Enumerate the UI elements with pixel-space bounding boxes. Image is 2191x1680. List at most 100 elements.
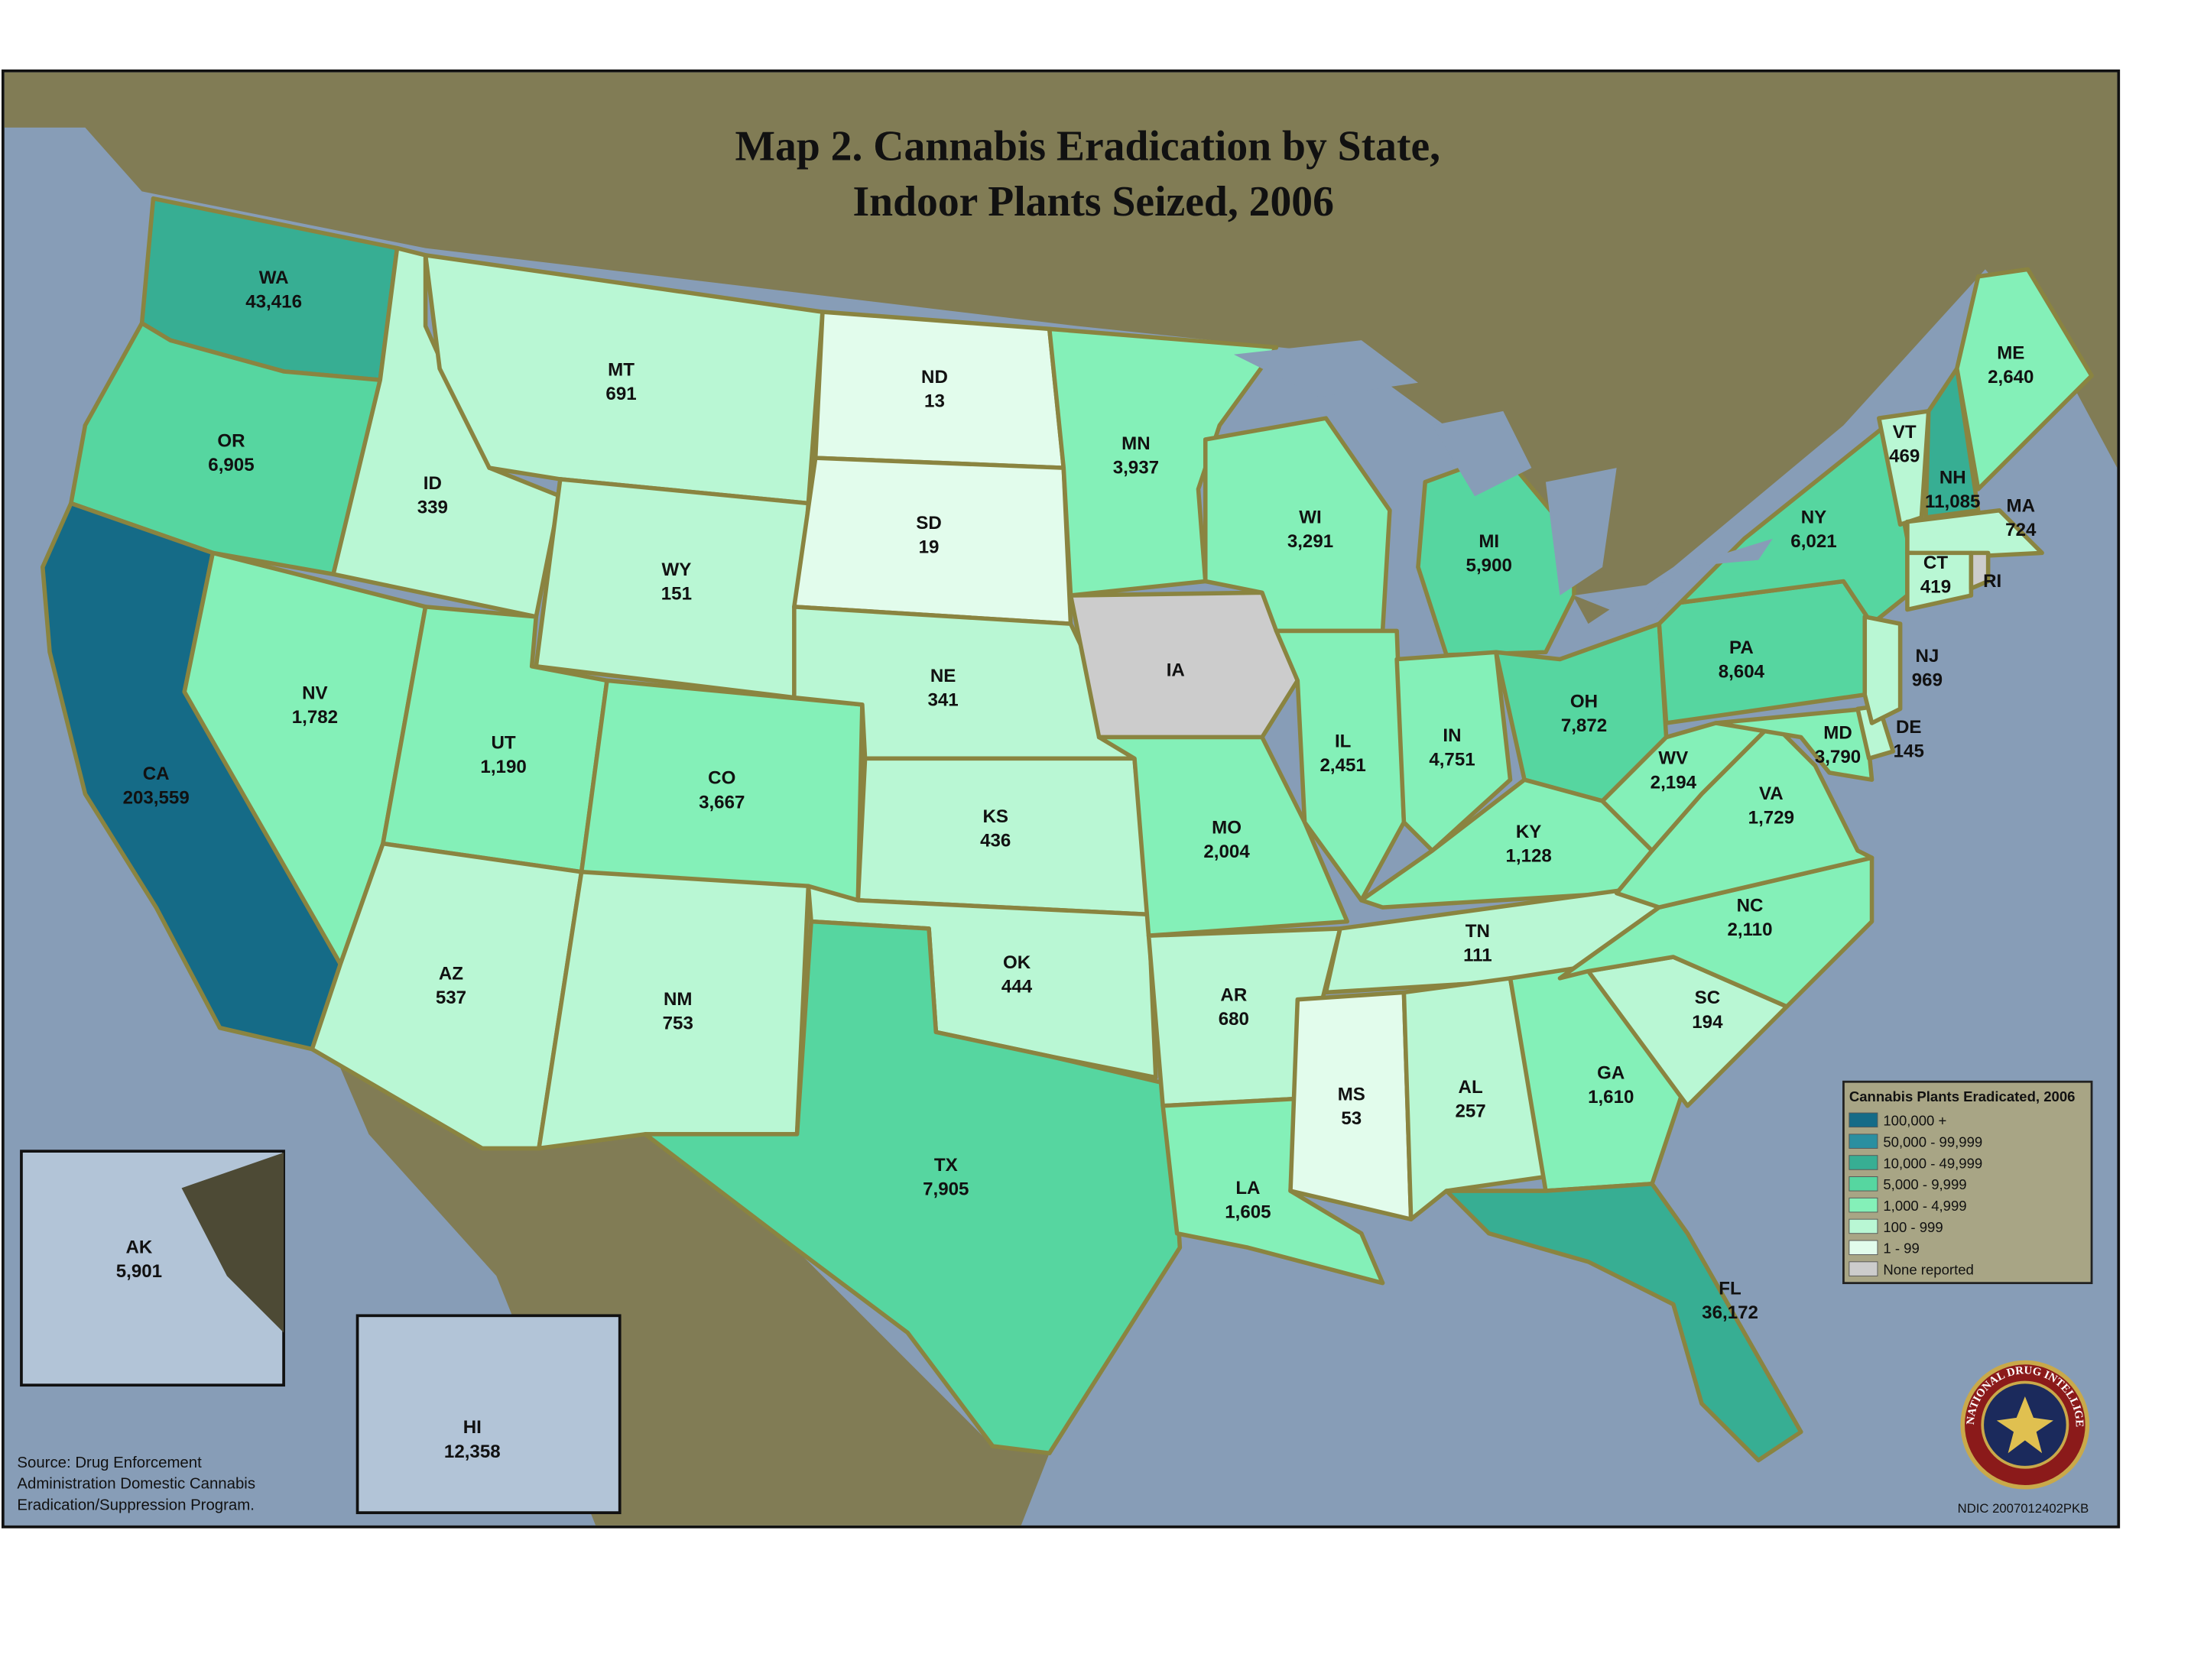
state-shape bbox=[1955, 267, 2094, 491]
state-abbr: ND bbox=[921, 367, 948, 388]
state-value: 1,782 bbox=[292, 707, 338, 728]
state-abbr: GA bbox=[1597, 1063, 1625, 1084]
legend-swatch bbox=[1849, 1240, 1878, 1256]
state-value: 3,790 bbox=[1815, 747, 1861, 767]
state-value: 339 bbox=[417, 497, 448, 517]
state-shape bbox=[1923, 366, 1981, 520]
state-shape bbox=[579, 678, 865, 903]
legend-swatch bbox=[1849, 1176, 1878, 1192]
legend bbox=[1842, 1080, 2093, 1285]
state-abbr: WI bbox=[1299, 507, 1321, 527]
state-value: 53 bbox=[1341, 1108, 1362, 1129]
state-value: 19 bbox=[919, 537, 940, 557]
state-abbr: IN bbox=[1443, 725, 1461, 746]
state-value: 12,358 bbox=[444, 1442, 501, 1462]
state-value: 151 bbox=[661, 584, 692, 605]
legend-label: 1,000 - 4,999 bbox=[1883, 1198, 1966, 1214]
state-value: 145 bbox=[1894, 741, 1924, 761]
source: Source: Drug Enforcement Administration D… bbox=[17, 1455, 255, 1514]
source-line: Eradication/Suppression Program. bbox=[17, 1497, 255, 1513]
states bbox=[40, 196, 2094, 1484]
state-shape bbox=[1394, 650, 1513, 853]
state-abbr: TX bbox=[934, 1155, 958, 1176]
legend-swatch bbox=[1849, 1155, 1878, 1170]
state-abbr: SD bbox=[916, 513, 942, 534]
state-abbr: DE bbox=[1896, 717, 1922, 738]
state-shape bbox=[1096, 735, 1350, 938]
seal-star bbox=[1996, 1396, 2053, 1454]
state-value: 36,172 bbox=[1702, 1302, 1758, 1323]
state-abbr: AZ bbox=[439, 964, 463, 984]
legend-items: Cannabis Plants Eradicated, 2006 100,000 … bbox=[1849, 1088, 2076, 1278]
state-value: 537 bbox=[436, 988, 466, 1008]
state-value: 5,900 bbox=[1466, 556, 1512, 576]
state-value: 6,905 bbox=[208, 455, 254, 475]
state-shape bbox=[1713, 706, 1875, 782]
state-value: 341 bbox=[927, 690, 958, 711]
state-abbr: MS bbox=[1338, 1084, 1365, 1104]
state-value: 469 bbox=[1889, 446, 1920, 467]
state-abbr: MT bbox=[608, 360, 635, 381]
state-value: 2,451 bbox=[1319, 755, 1365, 776]
state-value: 43,416 bbox=[245, 292, 302, 313]
state-abbr: NY bbox=[1801, 507, 1827, 527]
state-abbr: NE bbox=[930, 666, 956, 686]
state-abbr: MO bbox=[1212, 818, 1242, 838]
state-value: 680 bbox=[1219, 1009, 1249, 1030]
state-value: 1,190 bbox=[480, 757, 526, 777]
legend-swatch bbox=[1849, 1261, 1878, 1276]
state-shape bbox=[537, 869, 811, 1151]
legend-label: 100 - 999 bbox=[1883, 1219, 1943, 1235]
state-value: 8,604 bbox=[1719, 662, 1765, 683]
state-shape bbox=[1288, 990, 1414, 1221]
state-shape bbox=[1905, 508, 2044, 558]
state-abbr: OH bbox=[1570, 692, 1598, 712]
state-abbr: NM bbox=[664, 989, 693, 1010]
state-value: 6,021 bbox=[1790, 531, 1836, 552]
state-value: 1,128 bbox=[1505, 846, 1551, 867]
state-value: 419 bbox=[1920, 576, 1951, 597]
state-abbr: NV bbox=[302, 683, 327, 703]
state-shape bbox=[1068, 590, 1300, 740]
state-abbr: NJ bbox=[1915, 646, 1939, 666]
state-value: 3,937 bbox=[1113, 458, 1159, 478]
state-value: 203,559 bbox=[123, 788, 190, 809]
state-value: 1,605 bbox=[1225, 1202, 1271, 1222]
state-abbr: IL bbox=[1335, 731, 1351, 752]
legend-label: None reported bbox=[1883, 1262, 1973, 1278]
legend-swatch bbox=[1849, 1218, 1878, 1234]
state-value: 13 bbox=[924, 391, 945, 411]
state-abbr: RI bbox=[1983, 571, 2001, 592]
source-line: Source: Drug Enforcement bbox=[17, 1455, 202, 1471]
state-abbr: IA bbox=[1167, 660, 1185, 681]
state-value: 724 bbox=[2005, 520, 2037, 540]
state-abbr: SC bbox=[1695, 988, 1721, 1008]
state-value: 2,640 bbox=[1988, 367, 2034, 388]
state-shape bbox=[813, 310, 1066, 470]
state-abbr: CO bbox=[708, 768, 735, 789]
state-value: 2,004 bbox=[1203, 842, 1250, 862]
state-abbr: WA bbox=[259, 268, 289, 288]
legend-label: 50,000 - 99,999 bbox=[1883, 1134, 1982, 1150]
state-abbr: WY bbox=[661, 559, 691, 580]
legend-swatch bbox=[1849, 1134, 1878, 1149]
state-abbr: MI bbox=[1479, 531, 1499, 552]
state-shape bbox=[1444, 1182, 1803, 1463]
state-abbr: FL bbox=[1719, 1278, 1741, 1299]
state-value: 3,667 bbox=[699, 792, 745, 812]
state-shape bbox=[1969, 550, 1991, 591]
state-value: 4,751 bbox=[1429, 750, 1475, 770]
state-value: 1,610 bbox=[1588, 1087, 1634, 1108]
state-abbr: ID bbox=[424, 473, 442, 494]
state-abbr: KS bbox=[982, 806, 1008, 827]
great-lakes bbox=[1233, 340, 1773, 624]
state-abbr: TN bbox=[1466, 921, 1490, 942]
legend-title: Cannabis Plants Eradicated, 2006 bbox=[1849, 1088, 2076, 1104]
state-value: 2,110 bbox=[1728, 919, 1773, 940]
source-line: Administration Domestic Cannabis bbox=[17, 1476, 255, 1493]
state-shape bbox=[1862, 615, 1903, 725]
state-abbr: UT bbox=[492, 732, 516, 753]
state-value: 7,872 bbox=[1561, 715, 1607, 736]
